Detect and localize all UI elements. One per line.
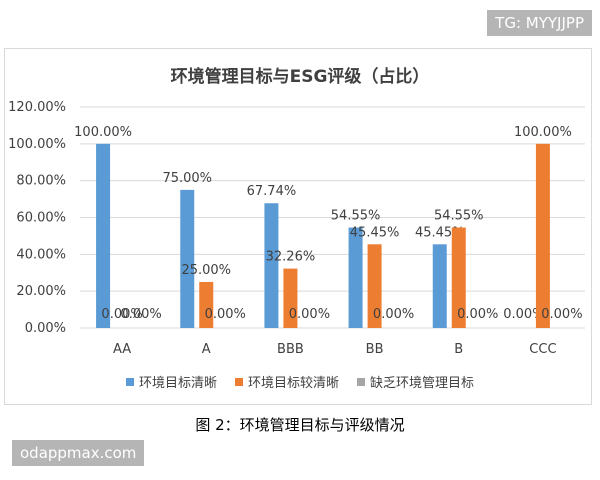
bar-bbb-series-2 xyxy=(283,268,298,328)
data-label-bb-series-3: 0.00% xyxy=(373,307,414,322)
data-label-bb-series-2: 45.45% xyxy=(350,225,400,240)
legend-item-series-2: 环境目标较清晰 xyxy=(234,372,339,391)
data-label-a-series-3: 0.00% xyxy=(205,307,246,322)
legend-swatch-series-3 xyxy=(357,377,365,386)
y-tick-label-0: 0.00% xyxy=(25,321,66,336)
data-label-aa-series-3: 0.00% xyxy=(120,307,161,322)
data-label-ccc-series-3: 0.00% xyxy=(541,307,582,322)
legend-item-series-1: 环境目标清晰 xyxy=(125,372,217,391)
chart-title: 环境管理目标与ESG评级（占比） xyxy=(170,67,430,87)
x-tick-label-ccc: CCC xyxy=(529,342,556,357)
legend-swatch-series-1 xyxy=(125,377,134,386)
data-label-ccc-series-2: 100.00% xyxy=(514,125,572,140)
bar-a-series-1 xyxy=(180,189,195,328)
bar-bb-series-2 xyxy=(367,244,382,328)
legend-label-series-1: 环境目标清晰 xyxy=(138,376,217,391)
y-tick-label-2: 40.00% xyxy=(16,247,66,262)
data-label-b-series-3: 0.00% xyxy=(457,307,498,322)
legend-item-series-3: 缺乏环境管理目标 xyxy=(357,372,474,391)
x-tick-label-aa: AA xyxy=(113,342,131,357)
legend-label-series-2: 环境目标较清晰 xyxy=(247,376,339,391)
data-label-bbb-series-1: 67.74% xyxy=(247,184,297,199)
y-tick-label-5: 100.00% xyxy=(8,137,66,152)
legend-swatch-series-2 xyxy=(234,377,243,386)
bar-aa-series-1 xyxy=(96,143,111,328)
y-tick-label-3: 60.00% xyxy=(16,211,66,226)
data-label-bbb-series-2: 32.26% xyxy=(266,250,316,265)
y-tick-label-1: 20.00% xyxy=(16,284,66,299)
data-label-b-series-2: 54.55% xyxy=(434,209,484,224)
x-tick-label-bbb: BBB xyxy=(277,342,304,357)
x-tick-label-a: A xyxy=(202,342,211,357)
data-label-ccc-series-1: 0.00% xyxy=(503,307,544,322)
y-tick-label-6: 120.00% xyxy=(8,100,66,115)
data-label-a-series-2: 25.00% xyxy=(181,263,231,278)
data-label-a-series-1: 75.00% xyxy=(162,171,212,186)
data-label-aa-series-2: 0.00% xyxy=(101,307,142,322)
chart-legend: 环境目标清晰 环境目标较清晰 缺乏环境管理目标 xyxy=(0,372,600,391)
x-tick-label-bb: BB xyxy=(366,342,384,357)
data-label-aa-series-1: 100.00% xyxy=(74,125,132,140)
data-label-bbb-series-3: 0.00% xyxy=(289,307,330,322)
bar-b-series-2 xyxy=(451,227,466,328)
bar-a-series-2 xyxy=(199,281,214,328)
x-tick-label-b: B xyxy=(454,342,463,357)
bar-bbb-series-1 xyxy=(264,203,279,328)
legend-label-series-3: 缺乏环境管理目标 xyxy=(370,376,475,391)
watermark-top: TG: MYYJJPP xyxy=(487,10,592,36)
bar-ccc-series-2 xyxy=(535,143,550,328)
data-label-bb-series-1: 54.55% xyxy=(331,209,381,224)
bar-b-series-1 xyxy=(432,244,447,328)
watermark-bottom: odappmax.com xyxy=(12,440,145,466)
y-tick-label-4: 80.00% xyxy=(16,174,66,189)
figure-caption: 图 2：环境管理目标与评级情况 xyxy=(195,416,405,434)
bar-bb-series-1 xyxy=(348,227,363,328)
